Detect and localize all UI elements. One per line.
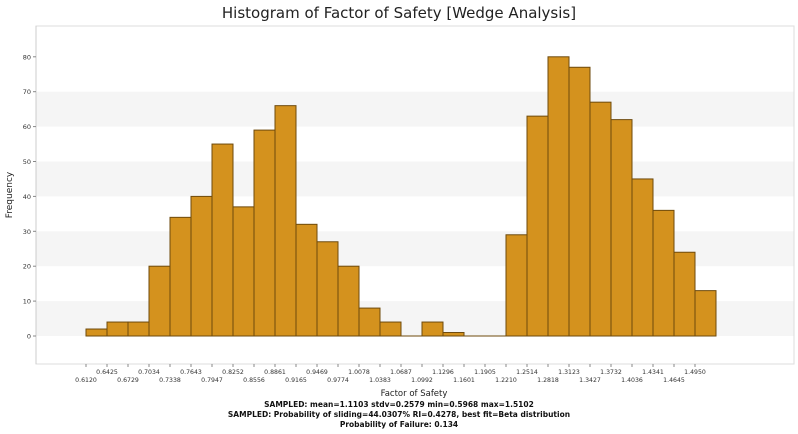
x-tick-label: 0.9469 xyxy=(306,369,328,376)
y-tick-label: 10 xyxy=(23,298,31,306)
y-tick-label: 20 xyxy=(23,263,31,271)
background-bands xyxy=(36,26,794,336)
y-tick-label: 30 xyxy=(23,228,31,236)
x-tick-label: 0.7034 xyxy=(138,369,160,376)
x-tick-label: 0.6120 xyxy=(75,377,97,384)
y-tick-label: 60 xyxy=(23,123,31,131)
x-tick-label: 1.0992 xyxy=(411,377,433,384)
x-tick-label: 0.8252 xyxy=(222,369,244,376)
y-tick-label: 80 xyxy=(23,53,31,61)
histogram-bar xyxy=(85,328,108,337)
histogram-bar xyxy=(127,321,150,337)
x-tick-label: 1.0078 xyxy=(348,369,370,376)
histogram-bar xyxy=(694,290,717,337)
histogram-bar xyxy=(631,178,654,337)
histogram-bar xyxy=(442,332,465,337)
x-tick-label: 1.1296 xyxy=(432,369,454,376)
histogram-bar xyxy=(505,234,528,337)
grid-band xyxy=(36,161,794,197)
y-axis-ticks: 0 10 20 30 40 50 60 70 80 xyxy=(23,26,37,364)
x-tick-label: 1.2818 xyxy=(537,377,559,384)
x-tick-label: 1.3123 xyxy=(558,369,580,376)
x-tick-label: 1.4645 xyxy=(663,377,685,384)
x-tick-label: 0.9165 xyxy=(285,377,307,384)
x-tick-label: 1.3427 xyxy=(579,377,601,384)
histogram-bar xyxy=(295,223,318,337)
x-tick-label: 1.4950 xyxy=(684,369,706,376)
histogram-bar xyxy=(547,56,570,337)
histogram-bar xyxy=(169,216,192,337)
y-axis-label: Frequency xyxy=(5,171,15,218)
y-tick-label: 40 xyxy=(23,193,31,201)
x-tick-label: 0.6425 xyxy=(96,369,118,376)
grid-band xyxy=(36,26,794,57)
histogram-bar xyxy=(673,251,696,337)
histogram-bar xyxy=(190,195,213,337)
x-tick-label: 1.2210 xyxy=(495,377,517,384)
summary-line-probability: SAMPLED: Probability of sliding=44.0307%… xyxy=(227,410,571,419)
x-tick-label: 1.3732 xyxy=(600,369,622,376)
y-tick-label: 0 xyxy=(27,333,31,341)
summary-line-failure: Probability of Failure: 0.134 xyxy=(339,420,459,429)
x-tick-label: 1.1601 xyxy=(453,377,475,384)
histogram-bar xyxy=(232,206,255,337)
x-tick-label: 1.0687 xyxy=(390,369,412,376)
x-tick-label: 0.8861 xyxy=(264,369,286,376)
histogram-bar xyxy=(106,321,129,337)
histogram-bar xyxy=(568,66,591,337)
x-tick-label: 0.9774 xyxy=(327,377,349,384)
histogram-bar xyxy=(211,143,234,337)
x-axis-ticks: 0.6120 0.6729 0.7338 0.7947 0.8556 0.9165 0.97… xyxy=(75,364,706,384)
y-tick-label: 50 xyxy=(23,158,31,166)
x-axis-label: Factor of Safety xyxy=(381,389,448,399)
x-tick-label: 1.4341 xyxy=(642,369,664,376)
x-tick-label: 0.7643 xyxy=(180,369,202,376)
histogram-bar xyxy=(379,321,402,337)
x-tick-label: 0.7338 xyxy=(159,377,181,384)
chart-title: Histogram of Factor of Safety [Wedge Ana… xyxy=(221,4,577,22)
x-tick-label: 1.2514 xyxy=(516,369,538,376)
x-tick-label: 1.4036 xyxy=(621,377,643,384)
histogram-bar xyxy=(589,101,612,337)
histogram-bar xyxy=(274,105,297,337)
grid-band xyxy=(36,91,794,127)
histogram-bar xyxy=(337,265,360,337)
summary-line-mean: SAMPLED: mean=1.1103 stdv=0.2579 min=0.5… xyxy=(264,400,534,409)
statistics-summary: SAMPLED: mean=1.1103 stdv=0.2579 min=0.5… xyxy=(0,400,798,430)
x-tick-label: 0.7947 xyxy=(201,377,223,384)
x-tick-label: 0.6729 xyxy=(117,377,139,384)
histogram-bar xyxy=(148,265,171,337)
x-tick-label: 1.1905 xyxy=(474,369,496,376)
histogram-bar xyxy=(316,241,339,337)
histogram-bar xyxy=(610,119,633,337)
histogram-bar xyxy=(526,115,549,337)
histogram-bar xyxy=(253,129,276,337)
y-tick-label: 70 xyxy=(23,88,31,96)
histogram-bar xyxy=(358,307,381,337)
x-tick-label: 1.0383 xyxy=(369,377,391,384)
histogram-bar xyxy=(421,321,444,337)
bars-group xyxy=(85,56,717,337)
histogram-bar xyxy=(652,209,675,337)
x-tick-label: 0.8556 xyxy=(243,377,265,384)
